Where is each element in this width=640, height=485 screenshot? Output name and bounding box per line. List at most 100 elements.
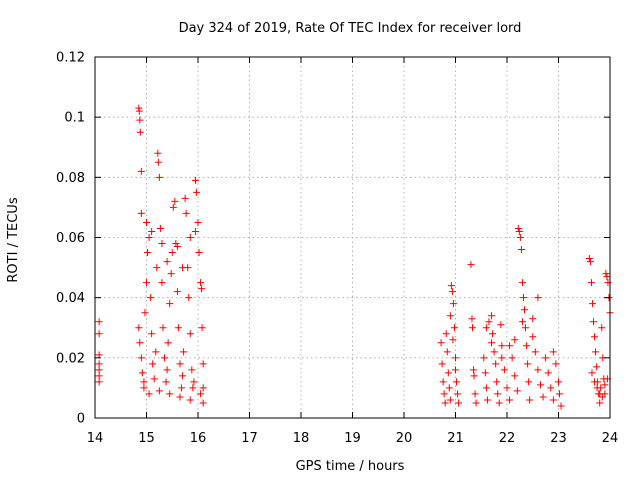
data-point <box>481 369 489 377</box>
grid-layer <box>95 57 610 418</box>
data-point <box>468 315 476 323</box>
data-point <box>145 234 153 241</box>
data-point <box>498 354 506 362</box>
data-point <box>186 396 194 404</box>
data-point <box>485 318 493 326</box>
data-point <box>95 360 103 368</box>
data-point <box>517 246 525 254</box>
data-point <box>137 354 145 362</box>
data-point <box>601 381 609 389</box>
data-point <box>186 234 194 241</box>
data-point <box>149 360 157 368</box>
data-point <box>482 324 490 332</box>
data-point <box>446 312 454 320</box>
data-point <box>191 176 199 184</box>
data-point <box>470 372 478 380</box>
x-tick-label: 15 <box>138 431 155 446</box>
data-point <box>452 354 459 362</box>
data-point <box>145 390 153 398</box>
data-point <box>480 354 488 362</box>
data-point <box>155 173 163 181</box>
data-point <box>194 218 202 226</box>
data-point <box>497 321 505 329</box>
data-point <box>453 378 461 386</box>
data-point <box>493 378 501 386</box>
data-point <box>470 366 478 374</box>
data-point <box>154 149 162 157</box>
data-point <box>447 282 455 290</box>
data-point <box>593 384 601 392</box>
data-point <box>526 396 534 404</box>
data-point <box>591 378 599 386</box>
data-point <box>185 294 193 302</box>
data-point <box>452 366 459 374</box>
data-point <box>494 390 502 398</box>
data-point <box>585 255 593 263</box>
chart-title: Day 324 of 2019, Rate Of TEC Index for r… <box>179 21 522 36</box>
data-point <box>442 330 450 338</box>
data-point <box>186 330 194 338</box>
data-point <box>141 309 149 317</box>
data-point <box>471 390 479 398</box>
data-point <box>521 306 529 314</box>
data-point <box>140 384 148 392</box>
data-point <box>539 393 547 401</box>
data-point <box>555 378 562 386</box>
data-point <box>167 270 175 278</box>
data-point <box>544 369 552 377</box>
data-point <box>197 279 205 287</box>
data-point <box>489 330 497 338</box>
data-point <box>523 342 531 350</box>
data-point <box>454 390 462 398</box>
data-point <box>598 324 606 332</box>
data-point <box>189 384 197 392</box>
data-point <box>449 300 457 308</box>
data-point <box>164 339 172 347</box>
data-point <box>190 378 198 386</box>
x-tick-label: 19 <box>344 431 361 446</box>
data-point <box>192 188 200 196</box>
data-point <box>181 194 189 202</box>
data-point <box>467 261 475 269</box>
data-point <box>163 258 171 266</box>
data-point <box>143 279 150 287</box>
data-point <box>547 384 555 392</box>
data-point <box>437 339 445 347</box>
ticks-layer: 14 15 16 17 18 19 20 21 22 23 24 0 0.02 0.04 0.06 0.08 0… <box>56 51 618 447</box>
data-point <box>171 197 179 205</box>
data-point <box>439 378 447 386</box>
data-point <box>95 351 103 359</box>
data-point <box>136 128 144 136</box>
y-tick-label: 0.02 <box>56 351 85 366</box>
data-point <box>534 366 542 374</box>
data-point <box>148 330 156 338</box>
x-tick-label: 18 <box>293 431 310 446</box>
data-point <box>168 249 176 257</box>
data-point <box>492 360 500 368</box>
data-point <box>596 399 604 407</box>
data-point <box>598 393 606 401</box>
data-point <box>590 318 598 326</box>
data-point <box>138 369 146 377</box>
data-point <box>182 209 190 217</box>
data-point <box>172 240 180 248</box>
data-point <box>154 158 162 166</box>
data-point <box>508 354 516 362</box>
y-tick-label: 0.1 <box>64 111 85 126</box>
data-point <box>152 348 160 356</box>
data-point <box>495 399 503 407</box>
data-point <box>522 324 530 332</box>
data-point <box>153 264 161 272</box>
data-point <box>135 104 143 112</box>
data-point <box>199 399 207 407</box>
x-tick-label: 16 <box>190 431 207 446</box>
x-tick-label: 21 <box>447 431 464 446</box>
data-point <box>513 387 521 395</box>
data-point <box>179 372 187 380</box>
x-tick-label: 14 <box>87 431 104 446</box>
data-point <box>169 203 177 211</box>
data-point <box>525 378 533 386</box>
data-point <box>449 336 457 344</box>
